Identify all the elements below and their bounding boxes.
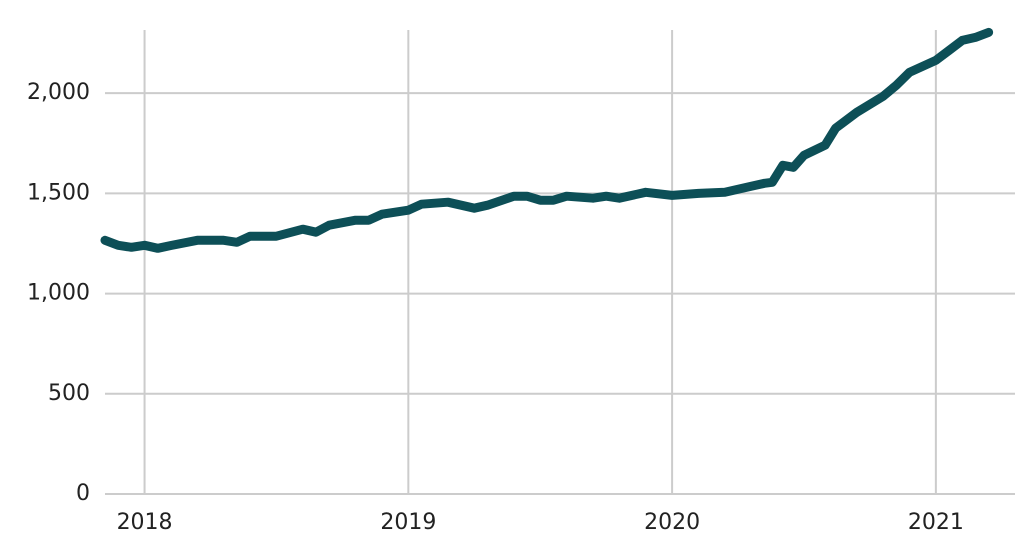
x-tick-label: 2018 (117, 510, 173, 535)
y-tick-label: 1,000 (27, 281, 90, 306)
x-tick-label: 2021 (908, 510, 964, 535)
y-tick-label: 2,000 (27, 80, 90, 105)
x-tick-label: 2020 (644, 510, 700, 535)
y-tick-label: 0 (76, 481, 90, 506)
y-tick-label: 1,500 (27, 180, 90, 205)
x-tick-label: 2019 (380, 510, 436, 535)
data-line (100, 27, 994, 253)
y-tick-label: 500 (48, 381, 90, 406)
